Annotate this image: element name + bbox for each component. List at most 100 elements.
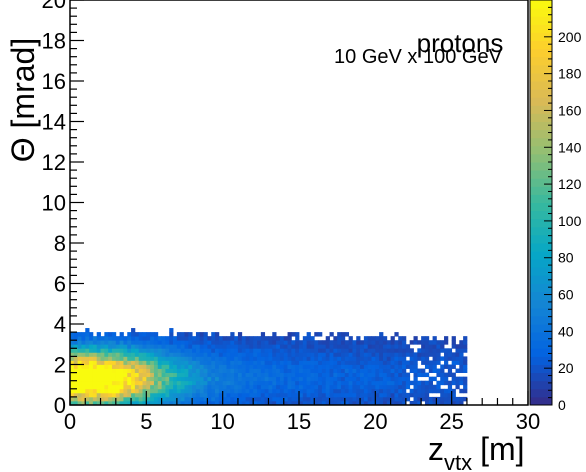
heatmap-cell [367,392,372,398]
heatmap-cell [306,340,311,345]
heatmap-cell [367,352,372,357]
heatmap-cell [100,348,105,353]
heatmap-cell [348,396,353,402]
heatmap-cell [302,352,308,357]
heatmap-cell [176,336,182,341]
y-tick-label: 8 [54,231,66,256]
heatmap-cell [81,372,86,378]
heatmap-cell [138,340,143,345]
heatmap-cell [230,376,235,382]
heatmap-cell [463,360,468,365]
heatmap-cell [131,352,136,357]
heatmap-cell [249,364,254,369]
heatmap-cell [70,368,75,373]
heatmap-cell [428,388,433,394]
heatmap-cell [444,364,449,369]
heatmap-cell [211,380,216,386]
heatmap-cell [382,368,388,373]
heatmap-cell [142,368,147,373]
heatmap-cell [302,364,308,369]
heatmap-cell [314,344,319,349]
heatmap-cell [131,396,136,402]
heatmap-cell [226,372,231,378]
heatmap-cell [402,368,407,373]
heatmap-cell [134,384,140,390]
heatmap-cell [199,332,204,337]
heatmap-cell [382,336,388,341]
heatmap-cell [211,396,216,402]
heatmap-cell [382,384,388,390]
heatmap-cell [226,352,231,357]
heatmap-cell [146,364,151,369]
heatmap-cell [176,376,182,382]
heatmap-cell [207,352,212,357]
heatmap-cell [81,380,86,386]
heatmap-cell [157,376,162,382]
heatmap-cell [329,388,334,394]
y-tick-label: 4 [54,312,66,337]
heatmap-cell [340,352,346,357]
heatmap-cell [318,332,323,337]
heatmap-cell [463,388,468,394]
heatmap-cell [180,368,185,373]
colorbar-swatch [530,380,552,390]
heatmap-cell [451,376,456,382]
heatmap-cell [222,340,227,345]
heatmap-cell [169,344,174,349]
x-axis-title: zvtx [m] [428,431,525,472]
heatmap-cell [348,340,353,345]
heatmap-cell [337,372,342,378]
heatmap-cell [268,348,273,353]
heatmap-cell [188,356,193,361]
heatmap-cell [302,380,308,386]
heatmap-cell [203,376,208,382]
heatmap-cell [131,348,136,353]
heatmap-cell [169,328,174,333]
heatmap-cell [165,340,170,345]
heatmap-cell [123,368,128,373]
heatmap-cell [318,356,323,361]
heatmap-cell [394,384,399,390]
heatmap-cell [245,356,250,361]
heatmap-cell [371,400,376,406]
heatmap-cell [398,392,403,398]
heatmap-cell [272,376,277,382]
heatmap-cell [310,368,315,373]
heatmap-cell [157,380,162,386]
heatmap-cell [226,396,231,402]
heatmap-cell [310,376,315,382]
heatmap-cell [165,368,170,373]
heatmap-cell [279,340,285,345]
heatmap-cell [77,372,82,378]
heatmap-cell [432,388,437,394]
heatmap-cell [451,336,456,341]
heatmap-cell [176,368,182,373]
heatmap-cell [199,368,204,373]
heatmap-cell [115,356,121,361]
heatmap-cell [253,348,258,353]
heatmap-cell [268,376,273,382]
heatmap-cell [150,352,155,357]
heatmap-cell [138,364,143,369]
heatmap-cell [348,344,353,349]
heatmap-cell [241,368,246,373]
y-tick-label: 14 [42,110,66,135]
heatmap-cell [253,364,258,369]
heatmap-cell [195,392,201,398]
heatmap-cell [142,388,147,394]
heatmap-cell [230,392,235,398]
heatmap-cell [348,376,353,382]
heatmap-cell [318,388,323,394]
heatmap-cell [89,372,94,378]
heatmap-cell [344,360,350,365]
heatmap-cell [386,392,391,398]
heatmap-cell [321,348,327,353]
heatmap-cell [73,376,79,382]
heatmap-cell [165,360,170,365]
heatmap-cell [367,336,372,341]
heatmap-cell [360,368,365,373]
heatmap-cell [279,356,285,361]
heatmap-cell [230,348,235,353]
colorbar-swatch [530,324,552,333]
heatmap-cell [436,352,441,357]
